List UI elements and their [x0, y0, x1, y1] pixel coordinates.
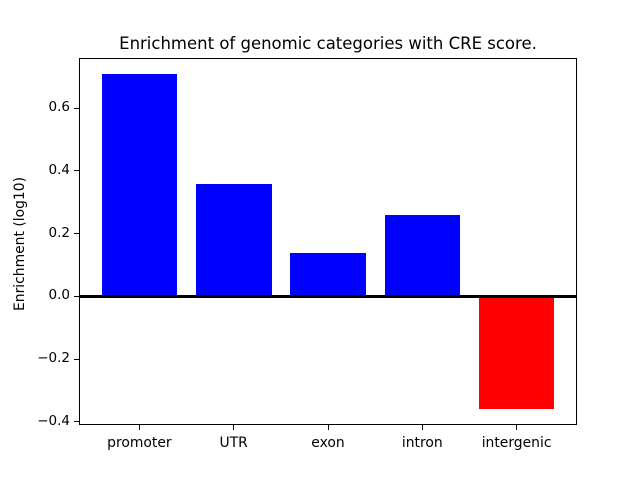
x-tick-label-intron: intron	[401, 435, 443, 451]
x-tick-mark	[138, 425, 140, 430]
zero-line	[79, 294, 577, 298]
y-tick-mark	[74, 170, 79, 172]
bar-UTR	[196, 183, 272, 297]
y-tick-mark	[74, 358, 79, 360]
x-tick-label-promoter: promoter	[107, 435, 172, 451]
y-tick-label--0.4: −0.4	[37, 412, 70, 429]
y-tick-mark	[74, 107, 79, 109]
y-tick-label--0.2: −0.2	[37, 350, 70, 367]
bar-intergenic	[478, 296, 555, 410]
plot-area	[79, 58, 577, 425]
bar-promoter	[101, 73, 178, 297]
y-tick-label-0.6: 0.6	[48, 99, 70, 116]
x-tick-label-UTR: UTR	[219, 435, 248, 451]
bar-intron	[384, 214, 461, 297]
bar-exon	[290, 252, 366, 297]
y-tick-label-0.4: 0.4	[48, 161, 70, 178]
y-tick-label-0.0: 0.0	[48, 287, 70, 304]
y-tick-mark	[74, 295, 79, 297]
chart-title: Enrichment of genomic categories with CR…	[119, 34, 537, 53]
x-tick-label-intergenic: intergenic	[481, 435, 552, 451]
y-tick-mark	[74, 233, 79, 235]
x-tick-mark	[327, 425, 329, 430]
x-tick-mark	[516, 425, 518, 430]
y-tick-mark	[74, 421, 79, 423]
x-tick-mark	[421, 425, 423, 430]
x-tick-label-exon: exon	[311, 435, 345, 451]
y-tick-label-0.2: 0.2	[48, 224, 70, 241]
x-tick-mark	[233, 425, 235, 430]
